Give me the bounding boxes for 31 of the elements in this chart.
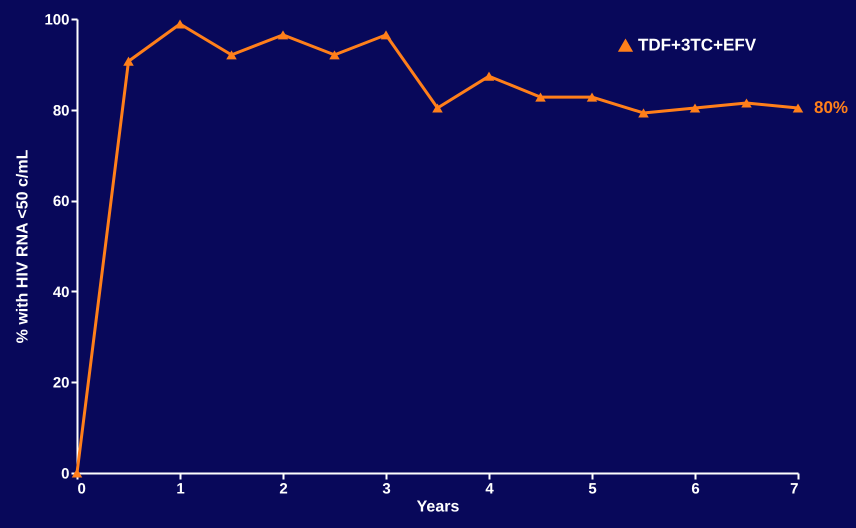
x-tick-label: 0 [78,480,86,498]
point [380,30,392,40]
x-tick-label: 5 [588,480,597,498]
annotation: 80% [814,98,848,117]
x-tick-label: 6 [691,480,700,498]
point [690,103,700,113]
point [586,92,598,102]
point [278,30,288,40]
point [741,98,752,108]
point [484,72,494,81]
x-axis-title: Years [416,498,460,516]
point [638,108,649,118]
y-tick-label: 100 [44,12,70,28]
point [535,92,546,102]
x-tick-label: 1 [176,480,185,498]
point [226,50,237,60]
x-tick-label: 4 [485,480,494,498]
point [123,56,134,66]
y-axis-title: % with HIV RNA <50 c/mL [14,149,32,344]
y-tick-label: 0 [61,466,70,482]
point [792,103,804,113]
x-tick-label: 2 [279,480,288,498]
x-tick-label: 3 [382,480,391,498]
y-tick-label: 20 [52,374,70,392]
point [432,103,443,113]
y-tick-label: 40 [52,284,70,301]
legend-label: TDF+3TC+EFV [638,36,757,54]
y-tick-label: 60 [52,193,70,210]
y-tick-label: 80 [52,102,70,120]
x-tick-label: 7 [790,480,798,498]
point [329,50,340,60]
